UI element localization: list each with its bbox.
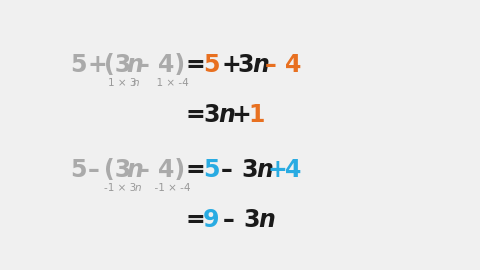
Text: 9: 9 [203,208,219,232]
Text: – 4): – 4) [138,53,185,77]
Text: =: = [185,103,205,127]
Text: =: = [185,208,205,232]
Text: +: + [268,158,288,182]
Text: +: + [88,53,108,77]
Text: +: + [231,103,251,127]
Text: n: n [218,103,235,127]
Text: n: n [126,158,143,182]
Text: 4: 4 [285,53,301,77]
Text: 5: 5 [70,158,86,182]
Text: 1 × 3: 1 × 3 [108,78,136,88]
Text: (3: (3 [104,158,131,182]
Text: 3: 3 [237,53,253,77]
Text: n: n [256,158,273,182]
Text: –: – [221,158,233,182]
Text: n: n [133,78,140,88]
Text: 1 × -4: 1 × -4 [150,78,189,88]
Text: n: n [135,183,142,193]
Text: 5: 5 [70,53,86,77]
Text: +: + [221,53,241,77]
Text: =: = [185,158,205,182]
Text: –: – [223,208,235,232]
Text: 5: 5 [203,158,219,182]
Text: -1 × -4: -1 × -4 [148,183,191,193]
Text: 1: 1 [248,103,264,127]
Text: 3: 3 [241,158,257,182]
Text: –: – [265,53,277,77]
Text: 4: 4 [285,158,301,182]
Text: n: n [258,208,275,232]
Text: 3: 3 [243,208,260,232]
Text: 3: 3 [203,103,219,127]
Text: 5: 5 [203,53,219,77]
Text: n: n [126,53,143,77]
Text: =: = [185,53,205,77]
Text: n: n [252,53,269,77]
Text: (3: (3 [104,53,131,77]
Text: – 4): – 4) [138,158,185,182]
Text: -1 × 3: -1 × 3 [104,183,136,193]
Text: –: – [88,158,100,182]
